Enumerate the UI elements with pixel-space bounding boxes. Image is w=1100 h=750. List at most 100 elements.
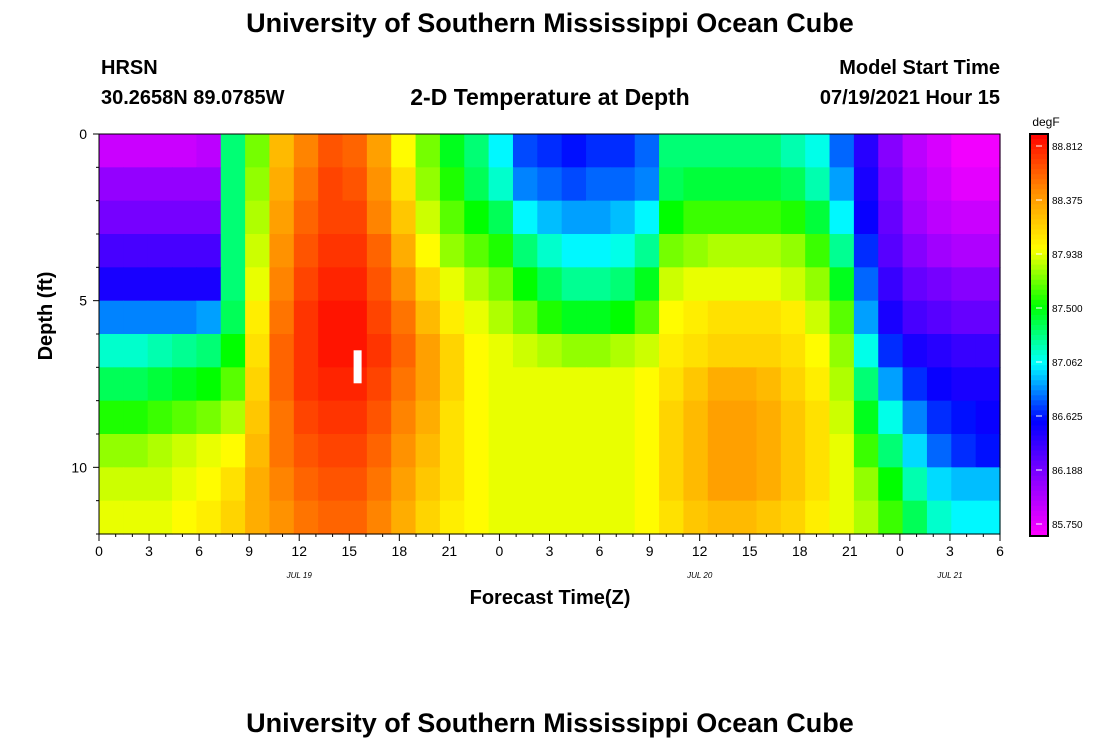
- heatmap-cell: [391, 400, 417, 435]
- heatmap-cell: [586, 367, 611, 402]
- heatmap-cell: [366, 300, 392, 335]
- heatmap-cell: [975, 500, 1001, 535]
- heatmap-cell: [415, 234, 441, 268]
- heatmap-cell: [512, 300, 538, 335]
- heatmap-cell: [99, 500, 124, 535]
- heatmap-cell: [951, 434, 977, 468]
- heatmap-cell: [561, 467, 587, 502]
- heatmap-cell: [391, 200, 417, 235]
- heatmap-cell: [512, 200, 538, 235]
- heatmap-cell: [488, 500, 514, 535]
- heatmap-cell: [464, 300, 490, 335]
- heatmap-cell: [293, 400, 319, 435]
- heatmap-cell: [537, 334, 563, 368]
- heatmap-cell: [464, 200, 490, 235]
- x-tick-label: 18: [792, 543, 808, 559]
- heatmap-cell: [707, 134, 733, 168]
- heatmap-cell: [756, 400, 782, 435]
- heatmap-cell: [293, 334, 319, 368]
- heatmap-cell: [878, 400, 904, 435]
- heatmap-cell: [853, 134, 879, 168]
- model-start-value: 07/19/2021 Hour 15: [819, 87, 1000, 109]
- colorbar-swatch: [1030, 254, 1048, 261]
- current-time-marker: [353, 350, 362, 384]
- x-tick-label: 6: [596, 543, 604, 559]
- heatmap-cell: [659, 167, 685, 202]
- heatmap-cell: [439, 300, 465, 335]
- heatmap-cell: [659, 400, 685, 435]
- heatmap-cell: [245, 467, 271, 502]
- heatmap-cell: [464, 167, 490, 202]
- colorbar-swatch: [1030, 279, 1048, 286]
- heatmap-cell: [780, 200, 806, 235]
- heatmap-cell: [172, 200, 197, 235]
- heatmap-cell: [586, 300, 611, 335]
- heatmap-cell: [99, 200, 124, 235]
- heatmap-cell: [196, 134, 222, 168]
- heatmap-cell: [926, 234, 952, 268]
- colorbar-swatch: [1030, 485, 1048, 492]
- heatmap-cell: [488, 467, 514, 502]
- heatmap-cell: [318, 234, 344, 268]
- heatmap-cell: [147, 200, 173, 235]
- colorbar-swatch: [1030, 164, 1048, 170]
- colorbar-swatch: [1030, 259, 1048, 266]
- colorbar-swatch: [1030, 184, 1048, 190]
- heatmap-cell: [123, 167, 149, 202]
- heatmap-cell: [659, 467, 685, 502]
- heatmap-cell: [902, 434, 928, 468]
- heatmap-cell: [902, 300, 928, 335]
- heatmap-cell: [975, 400, 1001, 435]
- colorbar-swatch: [1030, 385, 1048, 391]
- heatmap-cell: [537, 234, 563, 268]
- heatmap-cell: [975, 200, 1001, 235]
- heatmap-cell: [366, 267, 392, 302]
- heatmap-cell: [488, 334, 514, 368]
- heatmap-cell: [269, 467, 295, 502]
- colorbar-swatch: [1030, 465, 1048, 472]
- heatmap-cell: [123, 134, 149, 168]
- heatmap-cell: [172, 400, 197, 435]
- heatmap-cell: [172, 167, 197, 202]
- heatmap-cell: [464, 334, 490, 368]
- x-tick-label: 21: [442, 543, 458, 559]
- x-tick-label: 0: [496, 543, 504, 559]
- heatmap-cell: [561, 167, 587, 202]
- heatmap-cell: [147, 300, 173, 335]
- heatmap-cell: [366, 334, 392, 368]
- heatmap-cell: [634, 367, 660, 402]
- heatmap-cell: [318, 434, 344, 468]
- heatmap-cell: [220, 134, 246, 168]
- heatmap-cell: [196, 300, 222, 335]
- heatmap-cell: [488, 200, 514, 235]
- heatmap-cell: [707, 400, 733, 435]
- colorbar-swatch: [1030, 139, 1048, 145]
- heatmap-cell: [829, 400, 855, 435]
- heatmap-cell: [172, 434, 197, 468]
- heatmap-cell: [951, 334, 977, 368]
- heatmap-cell: [926, 267, 952, 302]
- heatmap-cell: [902, 267, 928, 302]
- heatmap-cell: [610, 200, 636, 235]
- heatmap-cell: [488, 267, 514, 302]
- heatmap-cell: [634, 234, 660, 268]
- heatmap-cell: [172, 367, 197, 402]
- heatmap-cell: [561, 134, 587, 168]
- heatmap-cell: [342, 300, 368, 335]
- heatmap-cell: [245, 134, 271, 168]
- colorbar-swatch: [1030, 249, 1048, 256]
- heatmap-cell: [537, 434, 563, 468]
- colorbar-swatch: [1030, 194, 1048, 200]
- heatmap-cell: [172, 334, 197, 368]
- heatmap-cell: [561, 500, 587, 535]
- heatmap-cell: [707, 467, 733, 502]
- heatmap-cell: [829, 300, 855, 335]
- heatmap-cell: [415, 434, 441, 468]
- heatmap-cell: [269, 400, 295, 435]
- heatmap-cell: [829, 200, 855, 235]
- heatmap-cell: [391, 234, 417, 268]
- x-tick-label: 3: [546, 543, 554, 559]
- heatmap-cell: [853, 267, 879, 302]
- heatmap-cell: [780, 300, 806, 335]
- heatmap-cell: [610, 467, 636, 502]
